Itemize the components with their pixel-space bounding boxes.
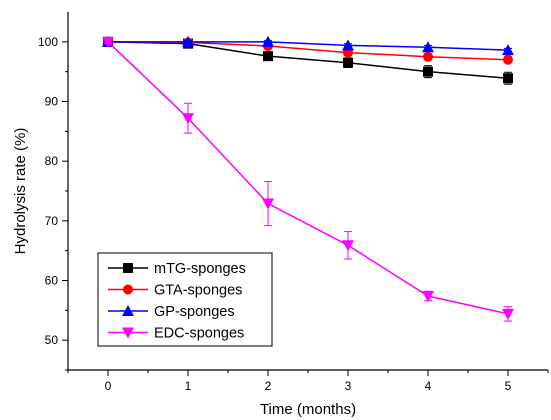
legend-item: mTG-sponges xyxy=(108,261,246,277)
series-layer xyxy=(102,35,514,322)
data-point xyxy=(422,291,434,303)
data-point xyxy=(342,240,354,252)
tick-labels: 50 60 70 80 90 100 0 1 2 3 4 5 xyxy=(38,35,512,393)
legend-marker xyxy=(122,305,134,316)
legend-item: GTA-sponges xyxy=(108,283,242,299)
data-point xyxy=(343,57,353,68)
legend-label: GTA-sponges xyxy=(154,283,242,299)
series-3 xyxy=(102,35,514,56)
x-tick-label: 0 xyxy=(105,379,112,393)
legend-item: GP-sponges xyxy=(108,304,235,320)
data-point xyxy=(503,73,513,84)
data-point xyxy=(503,54,513,65)
legend-label: EDC-sponges xyxy=(154,326,244,342)
data-point xyxy=(102,36,114,48)
legend-marker xyxy=(123,284,133,295)
data-point xyxy=(423,51,433,62)
x-axis-title: Time (months) xyxy=(260,401,356,418)
y-axis-title: Hydrolysis rate (%) xyxy=(12,128,29,255)
y-tick-label: 50 xyxy=(45,333,59,347)
series-line xyxy=(108,41,509,51)
series-4 xyxy=(102,36,514,322)
legend-marker xyxy=(122,327,134,339)
y-tick-label: 80 xyxy=(45,154,59,168)
data-point xyxy=(262,35,274,47)
legend-marker xyxy=(123,263,133,273)
x-tick-label: 2 xyxy=(265,379,272,393)
data-point xyxy=(263,51,273,62)
data-point xyxy=(502,44,514,56)
series-2 xyxy=(103,36,513,65)
data-point xyxy=(262,198,274,210)
y-tick-label: 90 xyxy=(45,95,59,109)
data-point xyxy=(422,41,434,53)
legend-item: EDC-sponges xyxy=(108,326,244,342)
data-point xyxy=(182,35,194,47)
series-line xyxy=(107,41,509,61)
legend-label: GP-sponges xyxy=(154,304,235,320)
tick-marks xyxy=(62,41,549,376)
x-tick-label: 5 xyxy=(505,379,512,393)
legend-label: mTG-sponges xyxy=(154,261,246,277)
y-tick-label: 100 xyxy=(38,35,58,49)
data-point xyxy=(182,113,194,125)
series-line xyxy=(107,41,509,315)
x-tick-label: 3 xyxy=(345,379,352,393)
y-tick-label: 60 xyxy=(45,274,59,288)
x-tick-label: 4 xyxy=(425,379,432,393)
legend: mTG-sponges GTA-sponges GP-sponges EDC-spon… xyxy=(97,252,273,347)
series-line xyxy=(107,41,509,79)
y-tick-label: 70 xyxy=(45,214,59,228)
x-tick-label: 1 xyxy=(185,379,192,393)
data-point xyxy=(502,308,514,320)
data-point xyxy=(423,66,433,77)
data-point xyxy=(342,39,354,51)
